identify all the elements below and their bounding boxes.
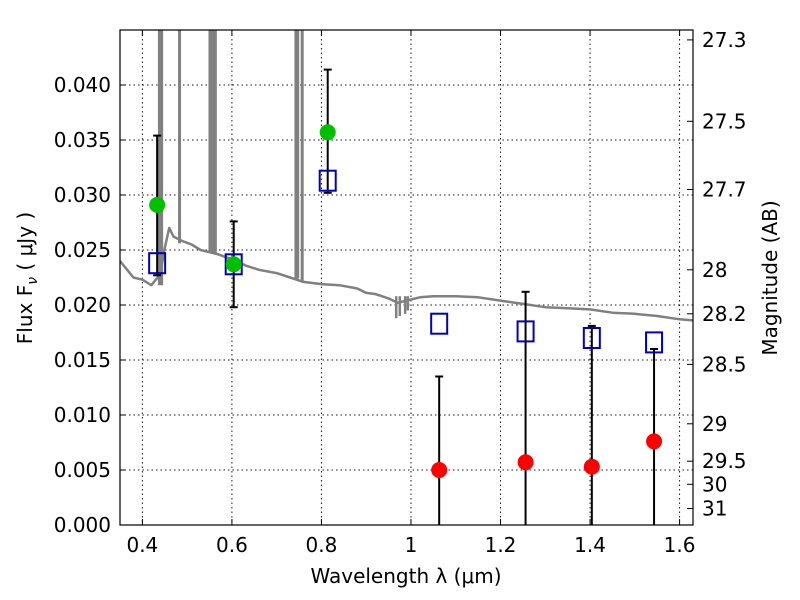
x-tick-label: 1.4 (574, 533, 606, 557)
axis-ticks (120, 30, 693, 526)
plot-frame (119, 29, 694, 526)
upper-limit-marker (517, 454, 534, 471)
grid-lines (120, 30, 693, 525)
detection-marker (149, 196, 166, 213)
mag-tick-label: 31 (702, 497, 727, 521)
model-square-marker (582, 327, 601, 349)
axis-tick-labels: 0.4 0.6 0.8 1 1.2 1.4 1.6 0.000 0.005 0.010 0.015 0… (54, 28, 747, 557)
x-tick-label: 0.8 (306, 533, 338, 557)
y-tick-label: 0.020 (54, 293, 111, 317)
y-tick-label: 0.000 (54, 513, 111, 537)
detection-marker (225, 256, 242, 273)
y-tick-label: 0.030 (54, 183, 111, 207)
model-square-marker (645, 331, 664, 354)
y-axis-label-subscript: ν (25, 277, 41, 285)
mag-tick-label: 28.2 (702, 302, 747, 326)
x-axis-label: Wavelength λ (μm) (310, 564, 501, 588)
y-tick-label: 0.005 (54, 458, 111, 482)
detection-marker (319, 124, 336, 141)
mag-tick-label: 28 (702, 258, 727, 282)
x-tick-label: 0.6 (216, 533, 248, 557)
upper-limit-marker (583, 458, 600, 475)
mag-tick-label: 27.5 (702, 109, 747, 133)
y2-axis-label: Magnitude (AB) (758, 200, 782, 355)
upper-limit-marker (646, 433, 663, 450)
model-spectrum-line (120, 226, 693, 322)
mag-tick-label: 29 (702, 412, 727, 436)
model-square-marker (516, 320, 535, 343)
y-tick-label: 0.010 (54, 403, 111, 427)
x-tick-label: 1.6 (664, 533, 696, 557)
y-axis-label-unit: ( μJy ) (13, 212, 37, 277)
mag-tick-label: 30 (702, 472, 727, 496)
upper-limit-marker (431, 462, 448, 478)
y-axis-label: Flux Fν ( μJy ) (13, 212, 41, 344)
x-tick-label: 0.4 (126, 533, 158, 557)
data-layer (120, 30, 693, 525)
mag-tick-label: 29.5 (702, 449, 747, 473)
model-square-marker (318, 169, 337, 192)
x-tick-label: 1 (405, 533, 418, 557)
x-tick-label: 1.2 (485, 533, 517, 557)
y-tick-label: 0.035 (54, 128, 111, 152)
y-tick-label: 0.015 (54, 348, 111, 372)
mag-tick-label: 27.7 (702, 178, 747, 202)
mag-tick-label: 28.5 (702, 352, 747, 376)
y-tick-label: 0.040 (54, 73, 111, 97)
model-square-marker (430, 312, 449, 335)
y-tick-label: 0.025 (54, 238, 111, 262)
mag-tick-label: 27.3 (702, 28, 747, 52)
model-square-marker (148, 252, 167, 275)
